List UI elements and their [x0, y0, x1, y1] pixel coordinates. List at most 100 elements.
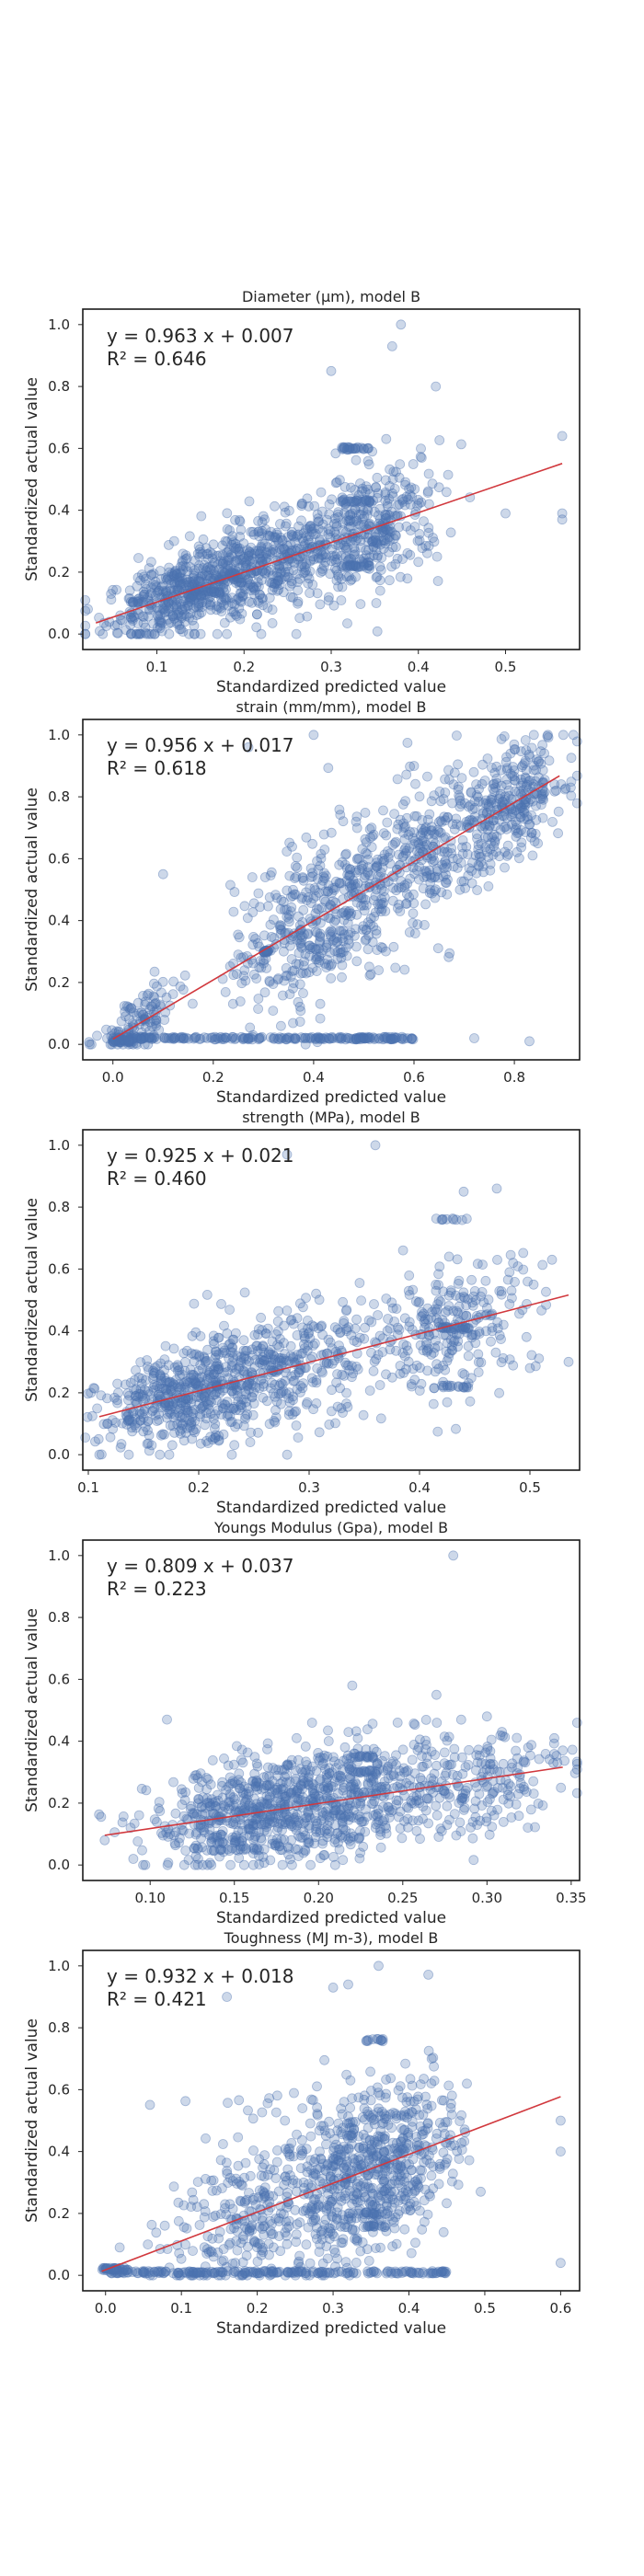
data-point	[284, 940, 295, 951]
x-ticks: 0.0 0.2 0.4 0.6 0.8	[102, 1060, 525, 1086]
data-point	[124, 585, 135, 596]
data-point	[217, 1347, 228, 1358]
data-point	[431, 1718, 443, 1728]
data-point	[139, 589, 150, 600]
data-point	[431, 864, 443, 874]
data-point	[294, 613, 305, 624]
panel-title: strength (MPa), model B	[242, 1109, 420, 1126]
data-point	[238, 1859, 249, 1870]
data-point	[441, 487, 452, 498]
data-point	[338, 816, 349, 827]
data-point	[412, 500, 423, 511]
data-point	[362, 443, 374, 454]
data-point	[374, 1033, 385, 1044]
r2-label: R² = 0.646	[107, 348, 207, 370]
data-point	[132, 618, 144, 628]
data-point	[563, 1356, 574, 1367]
data-point	[230, 543, 241, 554]
data-point	[194, 560, 204, 570]
data-point	[200, 1420, 211, 1431]
data-point	[267, 570, 278, 581]
data-point	[111, 584, 121, 595]
data-point	[428, 533, 438, 543]
data-point	[247, 1859, 259, 1870]
data-point	[512, 1732, 523, 1743]
data-point	[202, 548, 213, 559]
data-point	[248, 1834, 259, 1846]
x-tick-label: 0.2	[188, 1479, 210, 1496]
data-point	[409, 835, 420, 846]
data-point	[315, 1013, 326, 1024]
data-point	[189, 1843, 200, 1854]
data-point	[315, 936, 326, 947]
data-point	[178, 609, 190, 620]
data-point	[149, 1814, 160, 1824]
data-point	[393, 819, 404, 830]
y-tick-label: 0.6	[48, 850, 70, 867]
data-point	[176, 582, 187, 593]
data-point	[433, 1269, 444, 1280]
data-point	[234, 1768, 245, 1779]
data-point	[143, 1425, 153, 1436]
data-point	[346, 1788, 357, 1800]
data-point	[351, 1362, 362, 1372]
data-point	[475, 1815, 486, 1826]
data-point	[457, 835, 468, 845]
data-point	[267, 618, 278, 628]
data-point	[219, 568, 230, 578]
data-point	[213, 586, 224, 597]
data-point	[229, 1440, 240, 1451]
data-point	[231, 969, 242, 979]
data-point	[205, 597, 216, 608]
data-point	[469, 1033, 479, 1043]
data-point	[197, 548, 208, 559]
data-point	[218, 1403, 229, 1414]
data-point	[267, 1336, 278, 1347]
data-point	[306, 942, 317, 953]
data-point	[496, 734, 507, 744]
data-point	[178, 578, 189, 589]
data-point	[474, 1788, 485, 1800]
data-point	[345, 1811, 356, 1823]
data-point	[220, 987, 231, 997]
data-point	[293, 1432, 304, 1443]
data-point	[338, 907, 349, 918]
data-point	[386, 1297, 397, 1308]
data-point	[417, 1761, 428, 1772]
data-point	[567, 1744, 578, 1755]
data-point	[222, 536, 233, 547]
data-point	[259, 872, 270, 882]
data-point	[236, 1400, 247, 1411]
data-point	[247, 872, 258, 882]
x-tick-label: 0.5	[495, 659, 517, 675]
data-point	[541, 1286, 551, 1297]
data-point	[226, 1449, 237, 1460]
data-point	[322, 1751, 333, 1762]
y-tick-label: 1.0	[48, 1137, 70, 1154]
data-point	[477, 1259, 488, 1270]
data-point	[189, 620, 200, 631]
data-point	[160, 586, 171, 596]
data-point	[178, 1378, 190, 1388]
data-point	[109, 620, 121, 631]
r2-label: R² = 0.460	[107, 1167, 207, 1190]
data-point	[243, 551, 254, 561]
data-point	[455, 1826, 466, 1836]
data-point	[197, 588, 208, 598]
data-point	[434, 435, 445, 445]
y-tick-label: 0.8	[48, 1199, 70, 1215]
data-point	[380, 538, 391, 549]
y-tick-label: 0.8	[48, 788, 70, 805]
x-tick-label: 0.6	[403, 1069, 425, 1086]
data-point	[202, 1344, 213, 1355]
data-point	[149, 966, 160, 977]
data-point	[157, 581, 168, 592]
data-point	[483, 1294, 494, 1305]
data-point	[149, 628, 160, 639]
data-point	[271, 1397, 282, 1407]
data-point	[400, 898, 411, 909]
data-point	[230, 1819, 241, 1830]
data-point	[489, 767, 500, 778]
data-point	[282, 885, 293, 896]
